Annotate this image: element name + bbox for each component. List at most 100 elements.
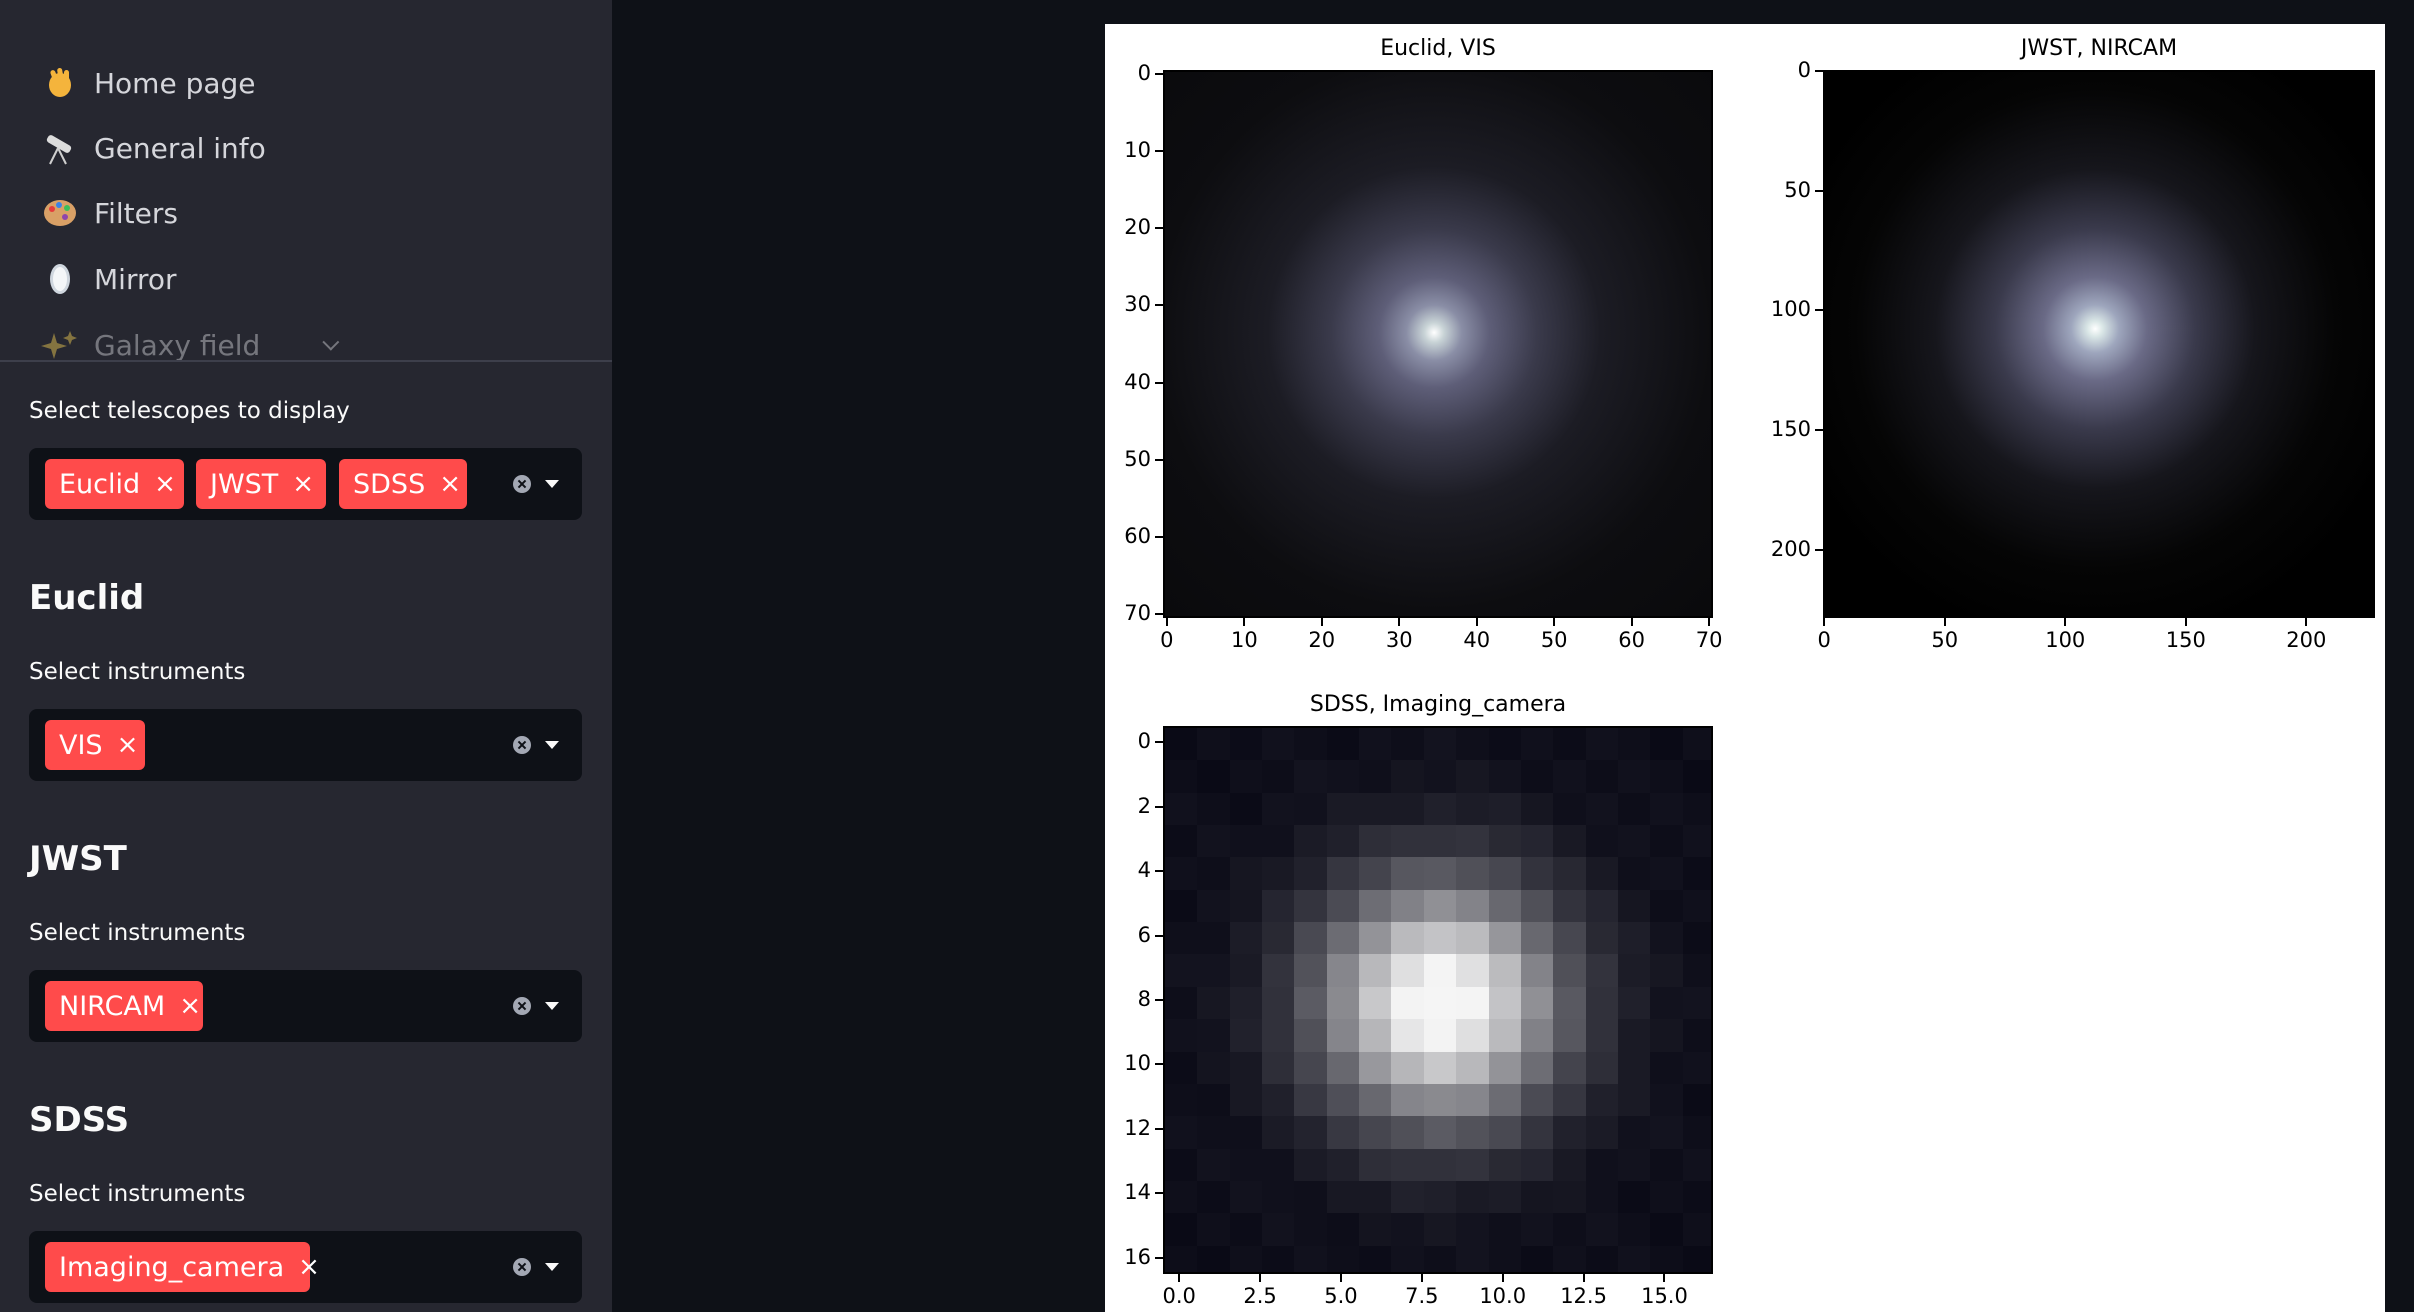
- nav-item-general-info[interactable]: General info: [40, 123, 266, 173]
- pixel: [1553, 1245, 1587, 1272]
- chevron-down-icon[interactable]: [322, 333, 340, 351]
- pixel: [1326, 1051, 1360, 1085]
- pixel: [1553, 1116, 1587, 1150]
- y-tick-mark: [1155, 805, 1163, 808]
- pixel: [1456, 1083, 1490, 1117]
- x-tick-mark: [1259, 1274, 1262, 1282]
- chip-remove-icon[interactable]: ×: [439, 469, 462, 499]
- pixel: [1585, 1051, 1619, 1085]
- y-tick-mark: [1155, 535, 1163, 538]
- x-tick-label: 12.5: [1560, 1284, 1607, 1308]
- pixel: [1359, 1083, 1392, 1117]
- chip-remove-icon[interactable]: ×: [116, 730, 139, 760]
- pixel: [1359, 825, 1392, 858]
- pixel: [1456, 1051, 1490, 1085]
- pixel: [1585, 1148, 1619, 1182]
- pixel: [1553, 1148, 1587, 1182]
- pixel: [1262, 1148, 1295, 1182]
- pixel: [1391, 1180, 1425, 1214]
- jwst-instruments-multiselect[interactable]: NIRCAM ×: [29, 970, 582, 1042]
- caret-down-icon[interactable]: [545, 1002, 559, 1010]
- pixel: [1197, 1116, 1231, 1150]
- pixel: [1294, 1148, 1328, 1182]
- clear-all-icon[interactable]: [513, 997, 531, 1015]
- y-tick-label: 10: [1124, 1051, 1151, 1076]
- pixel: [1456, 825, 1490, 858]
- clear-all-icon[interactable]: [513, 736, 531, 754]
- pixel: [1197, 1148, 1231, 1182]
- pixel: [1617, 889, 1651, 923]
- pixel: [1165, 728, 1198, 761]
- y-tick-mark: [1155, 934, 1163, 937]
- pixel: [1262, 922, 1295, 955]
- pixel: [1262, 825, 1295, 858]
- caret-down-icon[interactable]: [545, 1263, 559, 1271]
- chip-remove-icon[interactable]: ×: [298, 1252, 320, 1282]
- nav-label: Mirror: [94, 262, 177, 296]
- caret-down-icon[interactable]: [545, 741, 559, 749]
- x-tick-mark: [1398, 618, 1401, 626]
- euclid-instruments-multiselect[interactable]: VIS ×: [29, 709, 582, 781]
- x-tick-label: 100: [2045, 628, 2086, 652]
- nav-item-home-page[interactable]: Home page: [40, 58, 256, 108]
- pixel: [1197, 954, 1231, 988]
- pixel: [1294, 986, 1328, 1020]
- telescopes-multiselect[interactable]: Euclid × JWST × SDSS ×: [29, 448, 582, 520]
- y-tick-mark: [1155, 1256, 1163, 1259]
- nav-item-galaxy-field[interactable]: Galaxy field: [40, 320, 340, 360]
- pixel: [1682, 1083, 1711, 1117]
- pixel: [1585, 760, 1619, 794]
- x-tick-mark: [1475, 618, 1478, 626]
- pixel: [1391, 857, 1425, 891]
- pixel: [1326, 760, 1360, 794]
- y-tick-mark: [1155, 227, 1163, 230]
- pixel: [1262, 986, 1295, 1020]
- pixel: [1229, 954, 1263, 988]
- chip-remove-icon[interactable]: ×: [154, 469, 176, 499]
- clear-all-icon[interactable]: [513, 1258, 531, 1276]
- pixel: [1520, 825, 1554, 858]
- pixel: [1165, 954, 1198, 988]
- chip-imaging-camera: Imaging_camera ×: [45, 1242, 320, 1292]
- pixel: [1423, 1019, 1457, 1053]
- pixel: [1197, 728, 1231, 761]
- pixel: [1294, 1051, 1328, 1085]
- image-panel-sdss-imaging-camera: [1163, 726, 1713, 1274]
- chip-jwst: JWST ×: [196, 459, 326, 509]
- pixel: [1682, 728, 1711, 761]
- pixel: [1294, 792, 1328, 826]
- caret-down-icon[interactable]: [545, 480, 559, 488]
- pixel: [1456, 1245, 1490, 1272]
- pixel: [1262, 889, 1295, 923]
- mirror-icon: [40, 261, 86, 297]
- pixel: [1553, 986, 1587, 1020]
- pixel: [1229, 1083, 1263, 1117]
- pixel: [1682, 760, 1711, 794]
- y-tick-label: 14: [1124, 1180, 1151, 1205]
- y-tick-mark: [1155, 304, 1163, 307]
- nav-item-filters[interactable]: Filters: [40, 188, 178, 238]
- pixel: [1682, 857, 1711, 891]
- section-title-sdss: SDSS: [29, 1100, 130, 1140]
- pixel: [1423, 1245, 1457, 1272]
- pixel: [1553, 954, 1587, 988]
- x-tick-mark: [1663, 1274, 1666, 1282]
- pixel: [1423, 825, 1457, 858]
- pixel: [1488, 1083, 1522, 1117]
- sdss-instruments-multiselect[interactable]: Imaging_camera ×: [29, 1231, 582, 1303]
- pixel: [1294, 760, 1328, 794]
- x-tick-mark: [1320, 618, 1323, 626]
- pixel: [1520, 954, 1554, 988]
- pixel: [1488, 1051, 1522, 1085]
- x-tick-mark: [1339, 1274, 1342, 1282]
- pixel: [1423, 728, 1457, 761]
- pixel: [1165, 1116, 1198, 1150]
- pixel: [1650, 1213, 1684, 1247]
- chip-remove-icon[interactable]: ×: [179, 991, 201, 1021]
- clear-all-icon[interactable]: [513, 475, 531, 493]
- instruments-label-jwst: Select instruments: [29, 920, 246, 946]
- figure: Euclid, VIS 0 10 20 30 40 50 60 70 0 10 20 30 40 50 60 7…: [1105, 24, 2385, 1312]
- nav-item-mirror[interactable]: Mirror: [40, 254, 177, 304]
- chip-remove-icon[interactable]: ×: [292, 469, 315, 499]
- pixel: [1197, 1051, 1231, 1085]
